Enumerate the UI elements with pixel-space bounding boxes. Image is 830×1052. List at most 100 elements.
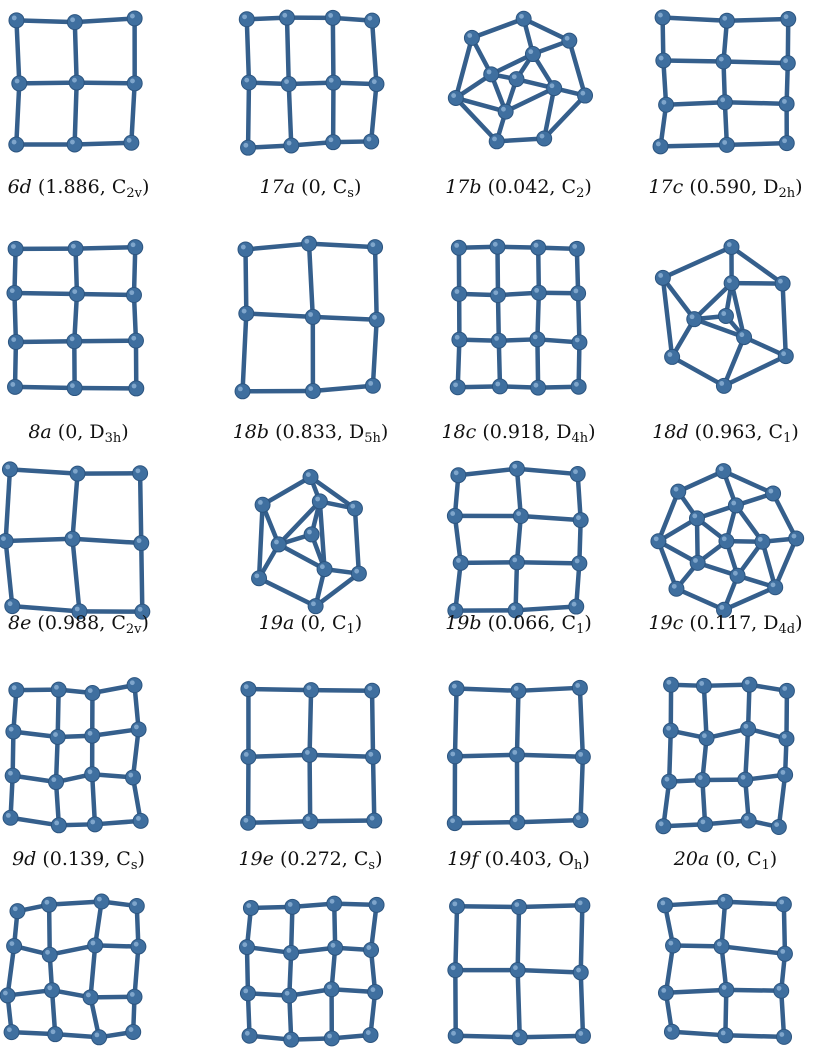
atom: [8, 682, 25, 699]
bond: [578, 970, 586, 1039]
bond: [70, 536, 144, 546]
cluster-structure-drawing: [251, 469, 367, 615]
atom: [668, 580, 685, 597]
bond: [723, 1033, 787, 1040]
atom: [515, 10, 532, 27]
point-group: C: [746, 848, 762, 870]
cluster-caption: 19c (0.117, D4d): [648, 612, 803, 637]
atom-highlight: [128, 772, 134, 778]
atom-highlight: [50, 1029, 56, 1035]
point-group-subscript: 5h: [364, 431, 381, 446]
atom: [11, 75, 28, 92]
bond: [724, 16, 791, 23]
cluster-cell: [622, 450, 829, 630]
bond: [722, 99, 789, 107]
atom-highlight: [578, 751, 584, 757]
atom: [366, 812, 383, 829]
atom: [661, 773, 678, 790]
bond: [781, 902, 788, 957]
point-group: O: [558, 848, 574, 870]
atom-highlight: [70, 243, 76, 249]
atom-highlight: [450, 965, 456, 971]
bond: [244, 16, 252, 85]
atom: [304, 308, 321, 325]
atom: [568, 240, 585, 257]
atom: [450, 467, 467, 484]
atom-highlight: [244, 77, 250, 83]
atom-highlight: [571, 601, 577, 607]
atom-highlight: [718, 56, 724, 62]
atom: [126, 75, 143, 92]
atom-highlight: [492, 136, 497, 142]
atom-highlight: [7, 601, 13, 607]
bond: [245, 818, 313, 826]
atom: [510, 682, 527, 699]
atom: [283, 944, 300, 961]
point-group: C: [111, 176, 127, 198]
bond: [535, 337, 541, 390]
bond: [72, 338, 139, 344]
atom: [574, 748, 591, 765]
atom: [238, 305, 255, 322]
atom-highlight: [699, 681, 705, 686]
atom: [365, 748, 382, 765]
atom-highlight: [757, 536, 763, 542]
bond: [661, 58, 726, 64]
relative-energy: 0.918: [489, 421, 545, 443]
bond: [73, 244, 138, 251]
relative-energy: 0.403: [491, 848, 547, 870]
atom-highlight: [242, 14, 247, 20]
atom-highlight: [779, 1032, 785, 1037]
bond: [674, 586, 727, 613]
bond: [369, 18, 379, 87]
atom: [497, 103, 514, 120]
atom: [447, 962, 464, 979]
atom: [717, 893, 734, 910]
bond: [453, 95, 508, 114]
atom-highlight: [74, 606, 80, 612]
atom: [93, 893, 110, 910]
atom-highlight: [513, 965, 518, 971]
cluster-cell: [622, 880, 829, 1052]
bond: [578, 903, 585, 975]
atom: [765, 485, 782, 502]
bond: [307, 752, 313, 824]
atom: [240, 814, 257, 831]
cluster-caption: 9d (0.139, Cs): [12, 848, 145, 873]
bond: [256, 576, 318, 609]
bond: [46, 899, 104, 907]
cluster-label: 18b: [232, 421, 270, 443]
bond: [454, 686, 521, 694]
cluster-caption: 17a (0, Cs): [259, 176, 362, 201]
atom-highlight: [511, 74, 517, 80]
bond: [772, 536, 799, 590]
bond: [74, 291, 137, 298]
bond: [310, 383, 376, 394]
atom: [508, 746, 525, 763]
atom-highlight: [11, 337, 17, 342]
atom-highlight: [87, 688, 93, 693]
cluster-cell: [207, 450, 414, 630]
atom-highlight: [720, 896, 726, 902]
atom: [368, 76, 385, 93]
atom: [447, 1027, 464, 1044]
atom-highlight: [722, 140, 728, 145]
cluster-structure-drawing: [2, 677, 149, 834]
bond: [3, 467, 13, 544]
cluster-label: 19e: [238, 848, 274, 870]
atom-highlight: [700, 819, 706, 825]
atom-highlight: [510, 605, 516, 611]
atom: [251, 570, 268, 587]
atom: [448, 680, 465, 697]
atom-highlight: [512, 817, 518, 823]
bond: [72, 80, 79, 147]
bond: [310, 314, 379, 322]
point-group-subscript: s: [347, 186, 354, 201]
cluster-structure-drawing: [447, 897, 591, 1046]
atom: [774, 275, 791, 292]
cluster-structure-drawing: [0, 893, 147, 1046]
atom-highlight: [54, 820, 60, 826]
atom-highlight: [319, 564, 325, 570]
atom: [69, 465, 86, 482]
